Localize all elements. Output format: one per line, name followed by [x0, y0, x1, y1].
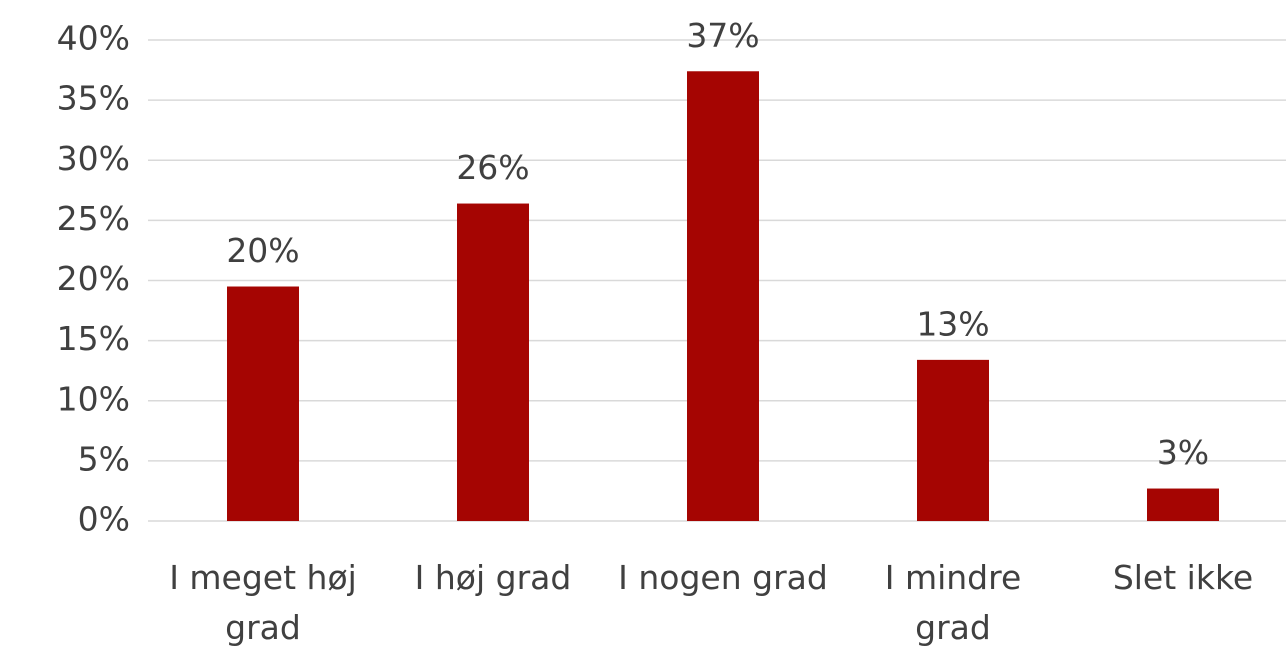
bar — [1147, 488, 1219, 521]
y-tick-label: 35% — [57, 79, 130, 118]
y-tick-label: 40% — [57, 19, 130, 58]
bar — [917, 359, 989, 521]
data-label: 3% — [1157, 433, 1209, 472]
bar — [687, 71, 759, 521]
y-tick-label: 30% — [57, 139, 130, 178]
data-label: 20% — [226, 231, 299, 270]
bar — [227, 286, 299, 521]
data-label: 26% — [456, 148, 529, 187]
data-label: 13% — [916, 304, 989, 343]
y-tick-label: 0% — [78, 500, 130, 539]
x-tick-label: I høj grad — [414, 558, 572, 597]
y-tick-label: 5% — [78, 439, 130, 478]
y-tick-label: 15% — [57, 319, 130, 358]
y-tick-label: 20% — [57, 259, 130, 298]
x-tick-label: I mindre grad — [884, 558, 1022, 647]
data-label: 37% — [686, 16, 759, 55]
bar — [457, 203, 529, 522]
x-tick-label: Slet ikke — [1112, 558, 1254, 597]
y-tick-label: 10% — [57, 379, 130, 418]
x-tick-label: I nogen grad — [618, 558, 828, 597]
y-tick-label: 25% — [57, 199, 130, 238]
x-tick-label: I meget høj grad — [169, 558, 357, 647]
